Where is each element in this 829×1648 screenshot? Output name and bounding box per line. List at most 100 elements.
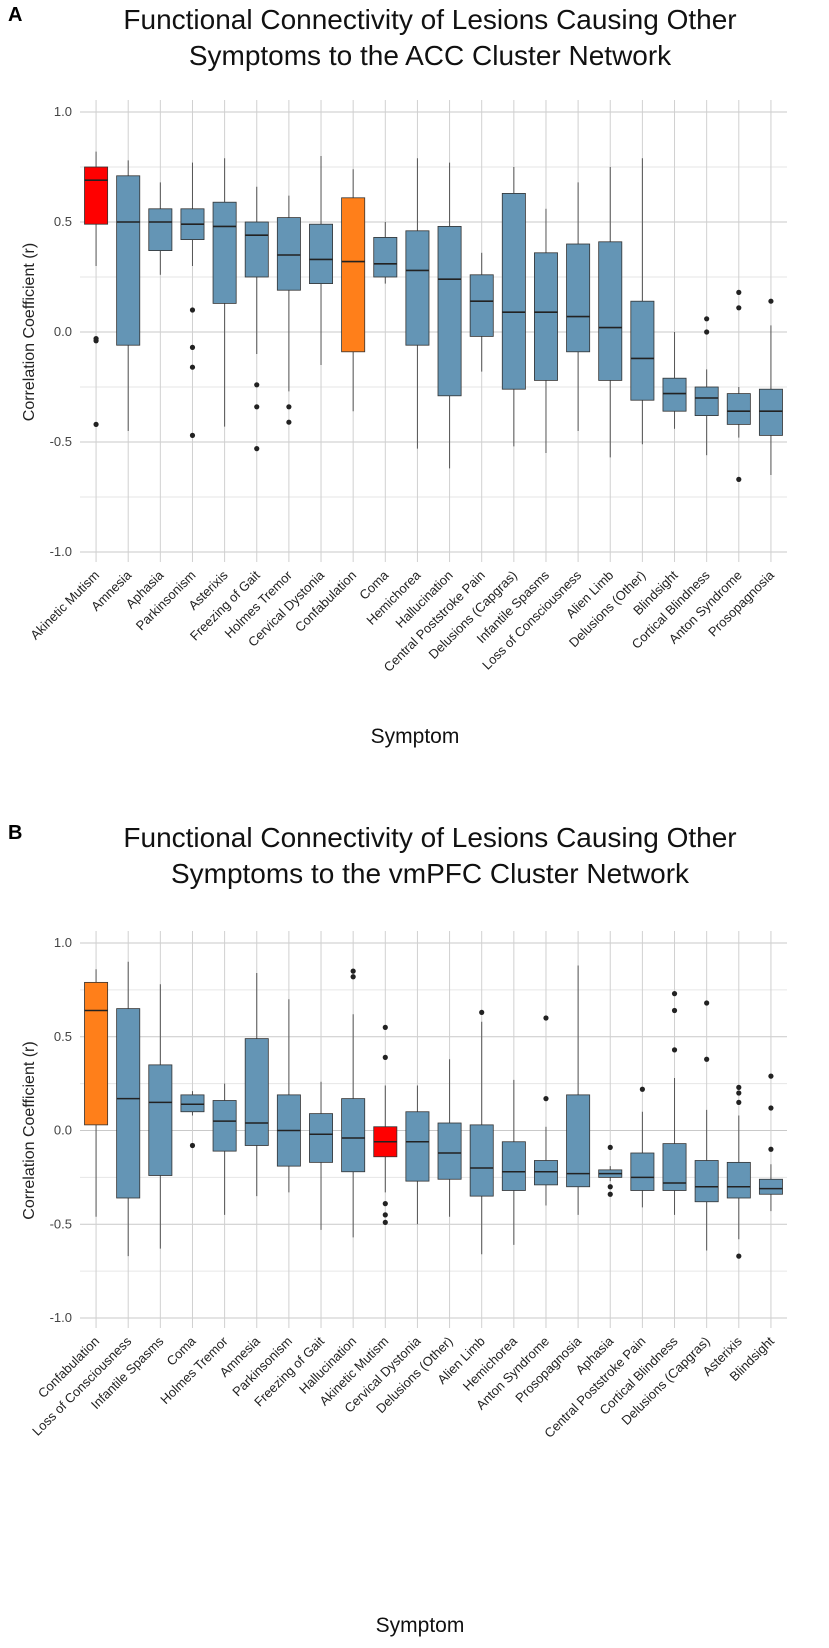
outlier-point (189, 364, 196, 370)
box-body (501, 1141, 526, 1191)
outlier-point (382, 1219, 388, 1225)
box-body (566, 243, 591, 353)
box-confabulation (341, 169, 366, 412)
box-cortical-blindness (694, 316, 719, 456)
outlier-point (768, 1073, 774, 1079)
box-cervical-dystonia (405, 1085, 430, 1225)
box-body (212, 201, 237, 304)
y-tick-label: -0.5 (50, 1216, 72, 1231)
box-body (726, 1161, 751, 1199)
outlier-point (671, 1007, 678, 1014)
box-body (341, 1098, 366, 1173)
outlier-point (607, 1144, 613, 1150)
box-hallucination (341, 968, 366, 1238)
outlier-point (607, 1184, 613, 1190)
box-hallucination (437, 162, 462, 469)
box-hemichorea (501, 1079, 526, 1245)
box-freezing-of-gait (309, 1081, 333, 1230)
outlier-point (286, 419, 292, 425)
outlier-point (286, 404, 292, 410)
y-tick-label: 1.0 (54, 935, 72, 950)
panel-letter: B (8, 822, 23, 844)
x-axis-title: Symptom (375, 1614, 465, 1637)
y-tick-label: -1.0 (50, 1310, 72, 1325)
outlier-point (254, 446, 260, 452)
outlier-point (671, 1047, 678, 1053)
box-amnesia (116, 160, 141, 431)
box-body (84, 166, 109, 225)
outlier-point (350, 968, 356, 974)
box-alien-limb (469, 1009, 494, 1255)
box-confabulation (84, 969, 109, 1217)
box-central-poststroke-pain (630, 1086, 655, 1208)
box-cervical-dystonia (309, 156, 333, 365)
outlier-point (736, 1090, 742, 1096)
y-tick-label: 0.5 (54, 1029, 72, 1044)
chart-title-line-2: Symptoms to the vmPFC Cluster Network (170, 858, 690, 889)
box-body (405, 1111, 430, 1182)
outlier-point (736, 305, 742, 311)
box-body (84, 981, 109, 1126)
box-body (437, 1122, 462, 1180)
y-axis-title: Correlation Coefficient (r) (21, 1041, 38, 1219)
outlier-point (189, 432, 196, 438)
box-cortical-blindness (662, 991, 687, 1215)
box-holmes-tremor (276, 195, 301, 425)
outlier-point (768, 1105, 774, 1111)
box-delusions-capgras (501, 167, 526, 447)
chart-title-line-1: Functional Connectivity of Lesions Causi… (123, 822, 737, 853)
y-tick-label: 0.5 (54, 214, 72, 229)
box-akinetic-mutism (84, 151, 109, 427)
outlier-point (768, 1146, 774, 1152)
box-body (630, 300, 655, 401)
box-body (534, 252, 558, 381)
box-body (276, 217, 301, 291)
box-body (726, 393, 751, 425)
box-body (758, 388, 783, 436)
box-aphasia (148, 182, 173, 275)
box-asterixis (726, 1084, 751, 1259)
box-body (373, 236, 398, 278)
box-body (534, 1160, 558, 1186)
boxplot-chart: 1.0 0.5 0.0 -0.5 -1.0 Correlation Coefficient… (21, 931, 787, 1441)
chart-title: Functional Connectivity of Lesions Causi… (30, 2, 829, 74)
box-anton-syndrome (534, 1015, 558, 1206)
y-axis-title: Correlation Coefficient (r) (21, 243, 38, 421)
box-body (694, 386, 719, 417)
outlier-point (736, 1099, 742, 1105)
box-prosopagnosia (758, 298, 783, 475)
box-asterixis (212, 158, 237, 427)
outlier-point (736, 1253, 742, 1259)
outlier-point (382, 1054, 388, 1060)
box-body (180, 1094, 205, 1113)
box-body (116, 1008, 141, 1199)
box-body (758, 1178, 783, 1195)
panel-b: B Functional Connectivity of Lesions Cau… (0, 818, 829, 1648)
outlier-point (350, 974, 356, 980)
box-freezing-of-gait (244, 186, 269, 452)
box-hemichorea (405, 158, 430, 449)
box-body (630, 1152, 655, 1191)
chart-title-line-2: Symptoms to the ACC Cluster Network (188, 40, 672, 71)
outlier-point (543, 1096, 549, 1102)
box-body (212, 1100, 237, 1152)
box-infantile-spasms (148, 984, 173, 1249)
box-blindsight (662, 332, 687, 429)
panel-a: A Functional Connectivity of Lesions Cau… (0, 0, 829, 790)
chart-title-line-1: Functional Connectivity of Lesions Causi… (123, 4, 737, 35)
outlier-point (254, 404, 260, 410)
box-body (341, 197, 366, 353)
outlier-point (189, 1142, 196, 1149)
box-infantile-spasms (534, 208, 558, 453)
outlier-point (704, 316, 710, 322)
outlier-point (639, 1086, 645, 1092)
outlier-point (768, 298, 774, 304)
outlier-point (189, 307, 196, 313)
box-amnesia (244, 973, 269, 1197)
boxplot-chart: 1.0 0.5 0.0 -0.5 -1.0 Correlation Coefficient… (21, 100, 787, 675)
box-holmes-tremor (212, 1083, 237, 1215)
box-body (469, 1124, 494, 1197)
outlier-point (704, 1000, 710, 1006)
outlier-point (93, 338, 99, 344)
box-delusions-capgras (694, 1000, 719, 1251)
